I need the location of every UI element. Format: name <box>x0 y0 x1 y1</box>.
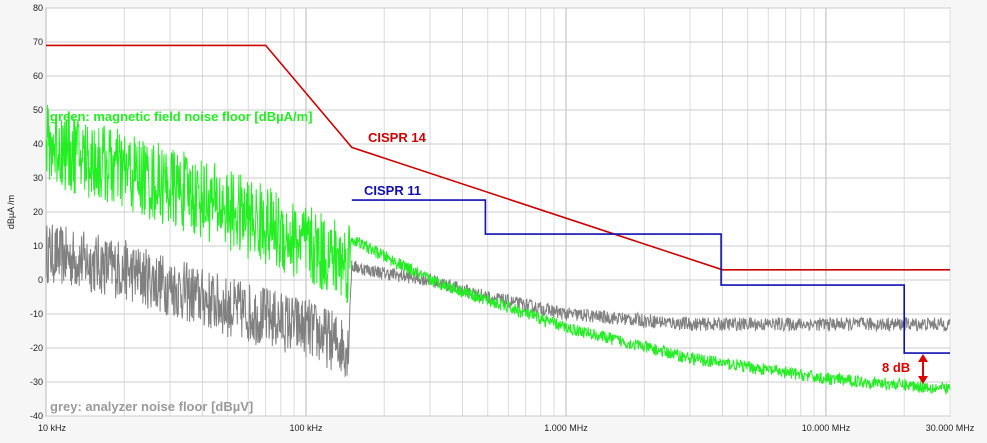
y-tick-label: -40 <box>30 411 43 421</box>
annotation-grey-legend: grey: analyzer noise floor [dBµV] <box>50 399 253 414</box>
x-tick-label: 1.000 MHz <box>544 423 588 433</box>
series-line-grey-analyzer-noise <box>45 224 951 377</box>
y-tick-label: 60 <box>33 71 43 81</box>
x-tick-label: 100 kHz <box>289 423 323 433</box>
series-group <box>45 44 951 395</box>
y-tick-label: -20 <box>30 343 43 353</box>
y-tick-label: 10 <box>33 241 43 251</box>
y-tick-label: 20 <box>33 207 43 217</box>
y-tick-label: 30 <box>33 173 43 183</box>
y-tick-label: 70 <box>33 37 43 47</box>
y-tick-label: 80 <box>33 3 43 13</box>
annotation-8db: 8 dB <box>882 360 910 375</box>
y-tick-label: 40 <box>33 139 43 149</box>
annotation-cispr14: CISPR 14 <box>368 130 427 145</box>
x-tick-label: 30.000 MHz <box>926 423 975 433</box>
y-tick-label: -10 <box>30 309 43 319</box>
margin-arrow <box>918 354 928 384</box>
series-line-cispr11 <box>351 199 950 354</box>
y-tick-label: 0 <box>38 275 43 285</box>
x-tick-label: 10.000 MHz <box>802 423 851 433</box>
y-tick-label: 50 <box>33 105 43 115</box>
series-line-cispr14 <box>46 44 950 271</box>
x-tick-label: 10 kHz <box>38 423 67 433</box>
annotation-cispr11: CISPR 11 <box>364 183 421 198</box>
y-tick-label: -30 <box>30 377 43 387</box>
annotation-green-legend: green: magnetic field noise floor [dBµA/… <box>50 109 312 124</box>
series-line-green-magnetic-noise <box>45 104 951 395</box>
tick-labels: 80 70 60 50 40 30 20 10 0 -10 -20 -30 -40 10 kHz 100 k… <box>30 3 975 433</box>
y-axis-label: dBµA /m <box>6 195 16 229</box>
